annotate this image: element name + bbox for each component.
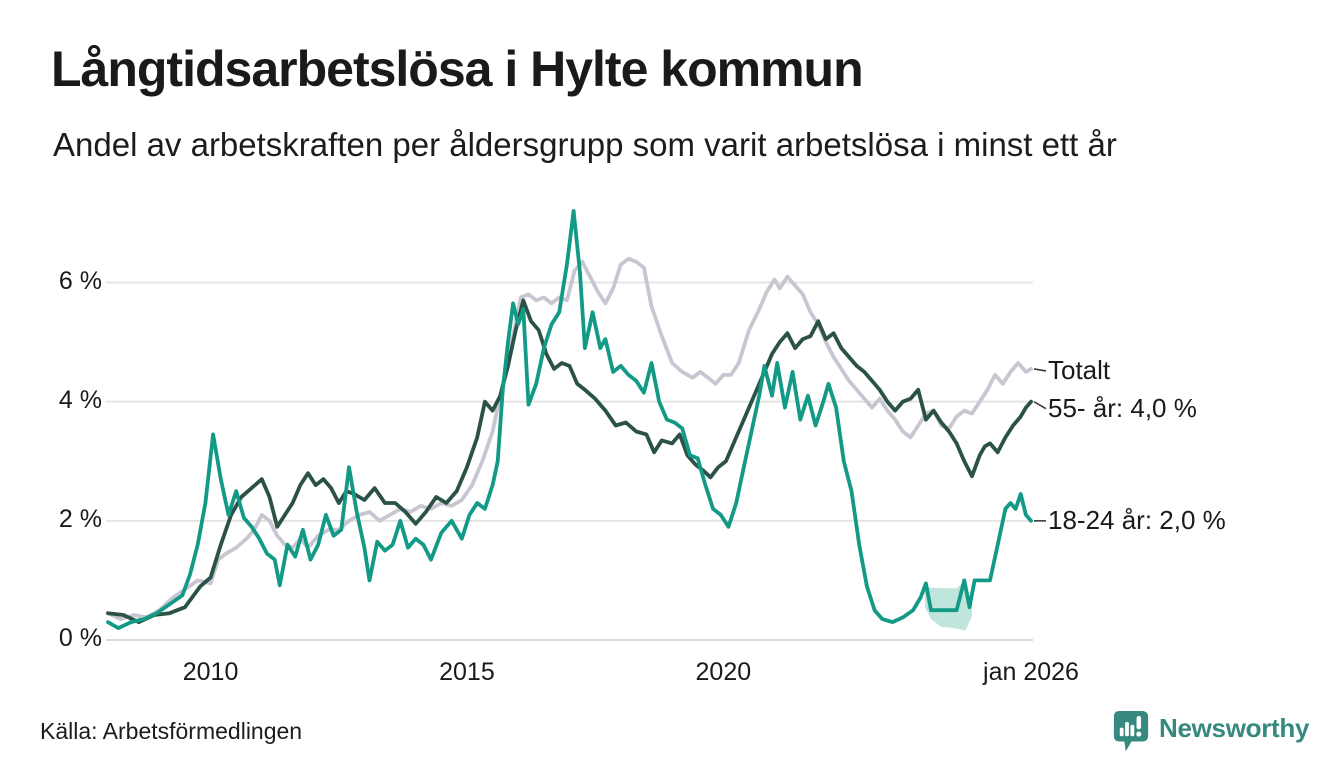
x-axis-tick-label: 2020 bbox=[695, 658, 752, 686]
series-line-Totalt bbox=[106, 256, 1033, 621]
series-end-label-18-24 år: 18-24 år: 2,0 % bbox=[1048, 504, 1226, 535]
y-axis-tick-label: 4 % bbox=[58, 385, 102, 414]
newsworthy-chart-pin-icon bbox=[1112, 709, 1150, 758]
newsworthy-logo: Newsworthy bbox=[1112, 709, 1309, 758]
source-note: Källa: Arbetsförmedlingen bbox=[40, 718, 303, 744]
y-axis-tick-label: 0 % bbox=[58, 624, 102, 652]
x-axis-tick-label: 2010 bbox=[182, 658, 239, 686]
x-axis-tick-label: jan 2026 bbox=[983, 658, 1079, 686]
y-axis-tick-label: 2 % bbox=[58, 504, 102, 533]
series-line-55- år bbox=[106, 298, 1033, 624]
y-axis-tick-label: 6 % bbox=[58, 266, 102, 295]
series-end-label-55- år: 55- år: 4,0 % bbox=[1048, 392, 1197, 423]
label-leader-line bbox=[1033, 400, 1047, 410]
x-axis-tick-label: 2015 bbox=[439, 658, 495, 686]
series-end-label-Totalt: Totalt bbox=[1048, 354, 1111, 385]
page-title: Långtidsarbetslösa i Hylte kommun bbox=[51, 41, 864, 97]
series-line-18-24 år bbox=[106, 209, 1033, 630]
label-leader-line bbox=[1033, 368, 1047, 372]
newsworthy-wordmark: Newsworthy bbox=[1159, 713, 1310, 743]
page-subtitle: Andel av arbetskraften per åldersgrupp s… bbox=[53, 126, 1117, 163]
